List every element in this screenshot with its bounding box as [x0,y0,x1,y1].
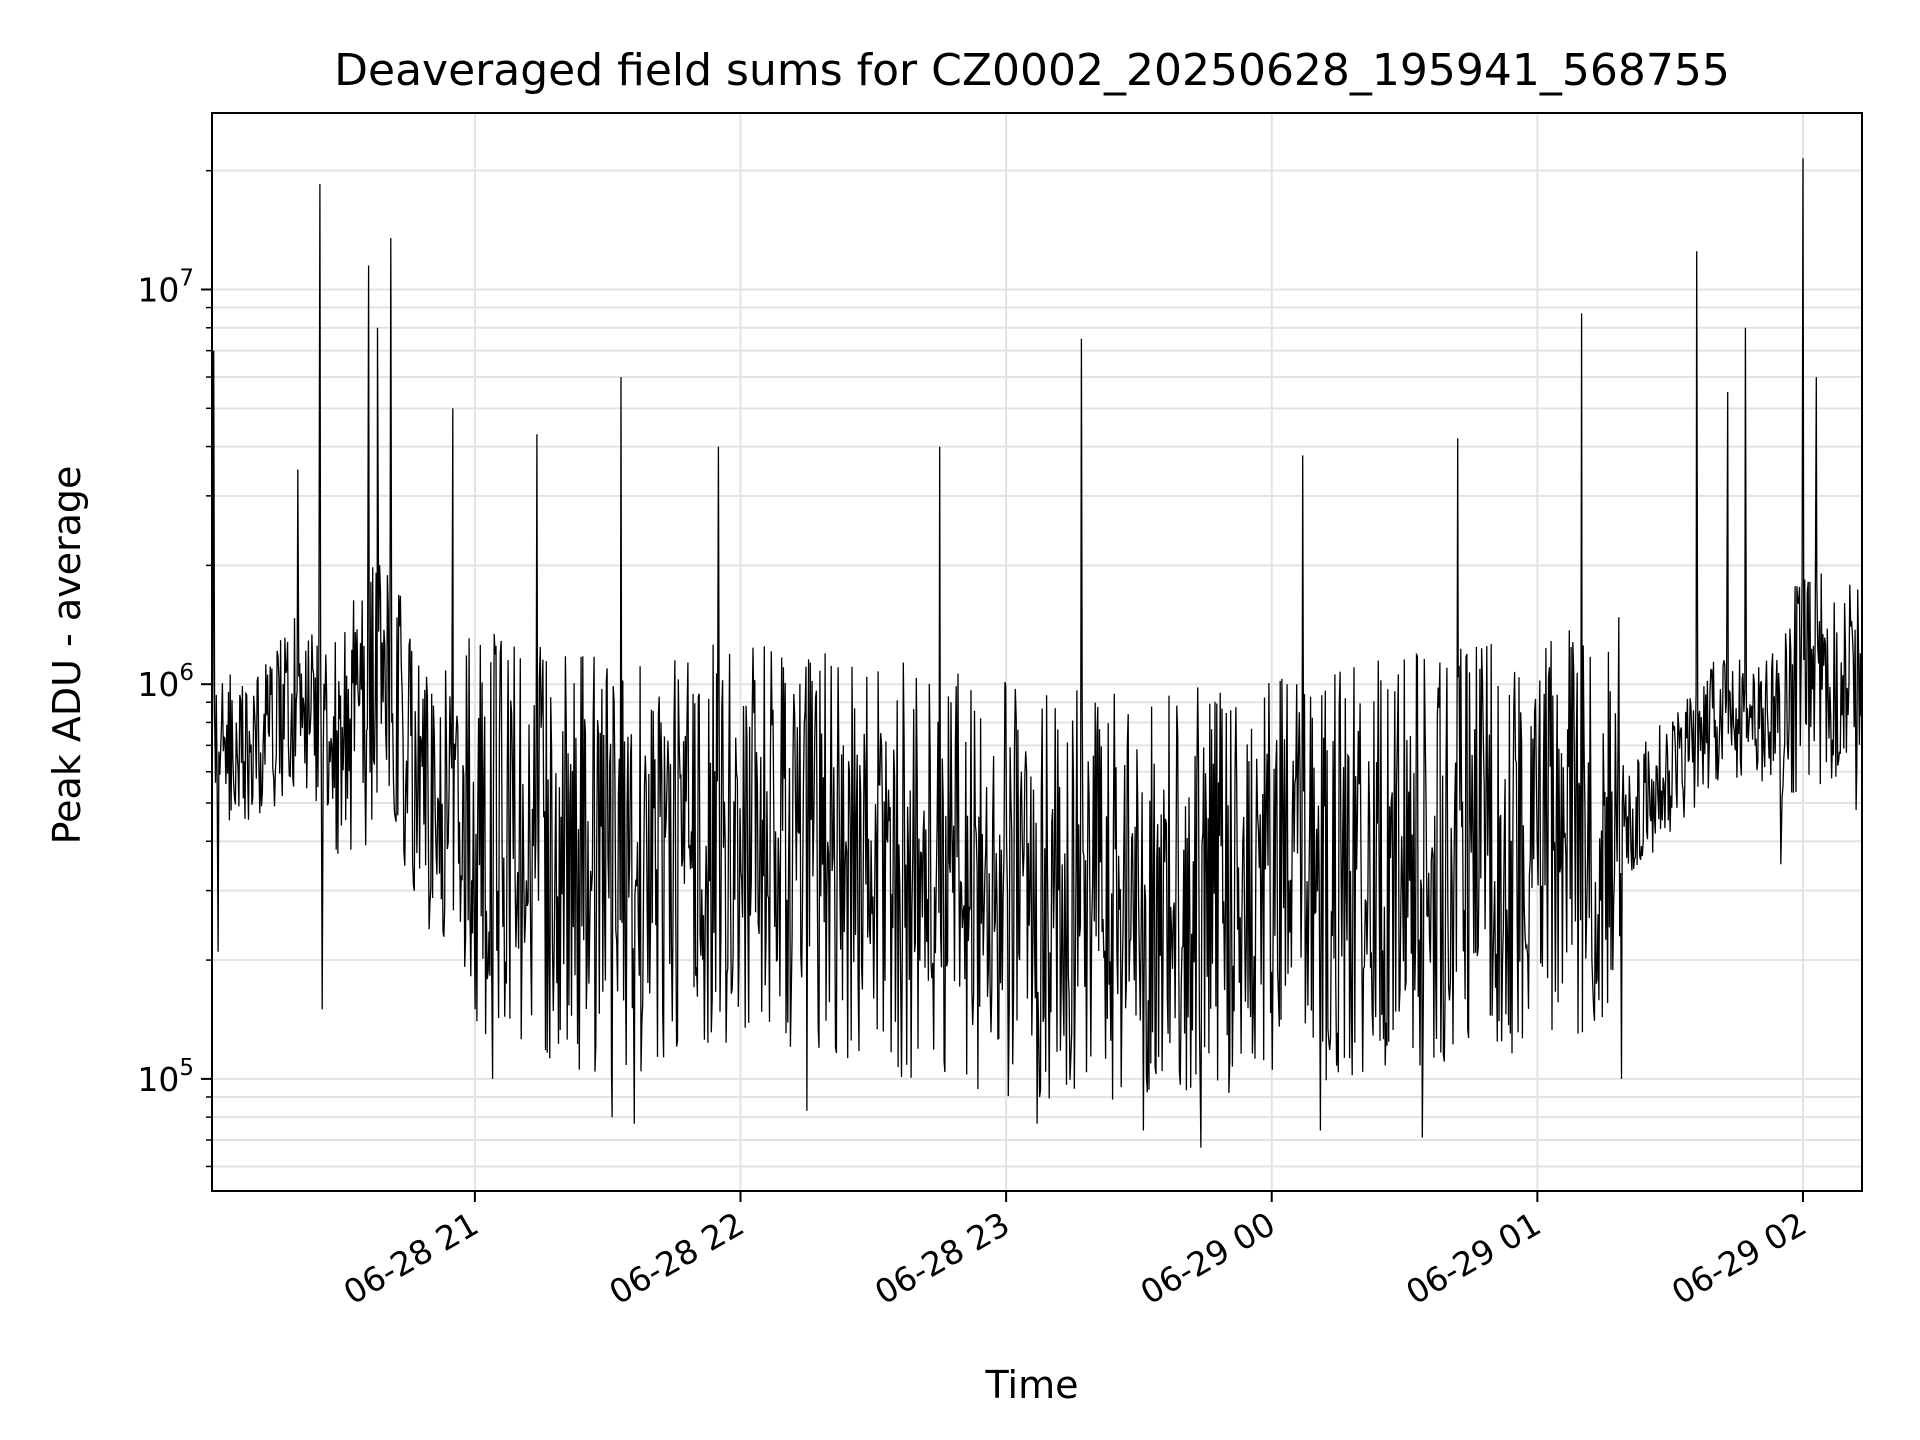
y-axis-label: Peak ADU - average [45,466,89,845]
y-tick-label: 105 [137,1055,194,1099]
series-line [211,158,1863,1148]
y-tick-exponent: 5 [179,1055,194,1081]
y-tick-exponent: 6 [179,660,194,686]
x-axis-label: Time [985,1363,1079,1407]
plot-frame [211,112,1863,1192]
y-tick-label: 106 [137,660,194,704]
y-tick-base: 10 [137,665,179,704]
y-tick-label: 107 [137,265,194,309]
line-layer [211,158,1863,1148]
y-tick-base: 10 [137,270,179,309]
chart-title: Deaveraged field sums for CZ0002_2025062… [334,45,1730,96]
y-tick-base: 10 [137,1060,179,1099]
y-tick-exponent: 7 [179,265,194,291]
